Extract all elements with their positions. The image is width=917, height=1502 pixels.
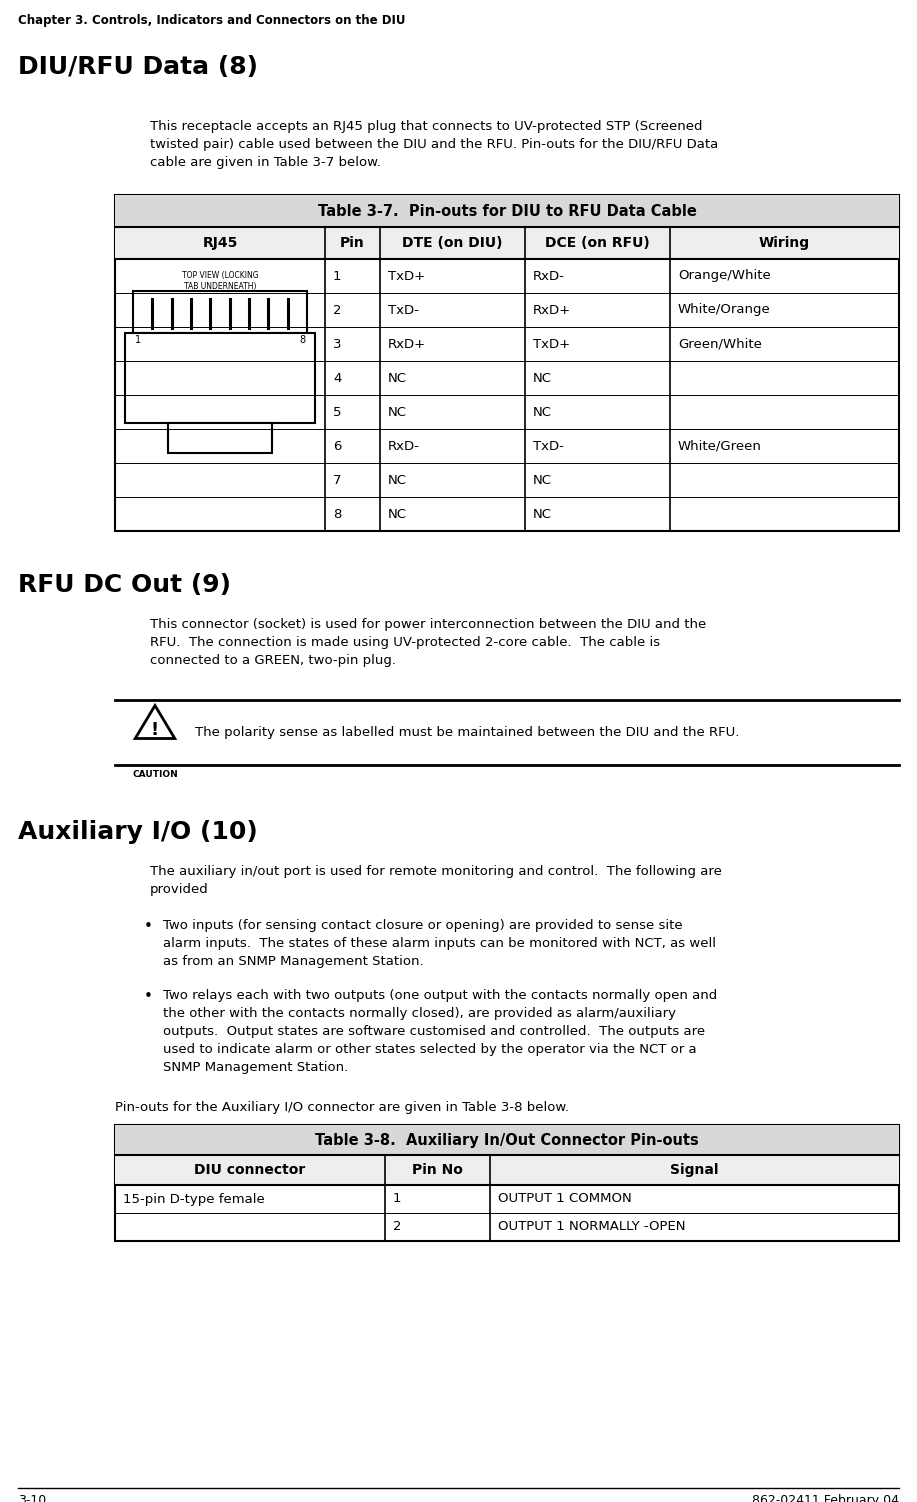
Text: NC: NC	[388, 473, 407, 487]
Text: This receptacle accepts an RJ45 plug that connects to UV-protected STP (Screened: This receptacle accepts an RJ45 plug tha…	[150, 120, 702, 134]
Text: TxD-: TxD-	[388, 303, 419, 317]
Text: 862-02411 February 04: 862-02411 February 04	[752, 1494, 899, 1502]
Text: RFU.  The connection is made using UV-protected 2-core cable.  The cable is: RFU. The connection is made using UV-pro…	[150, 635, 660, 649]
Text: 4: 4	[333, 371, 341, 385]
Text: Two relays each with two outputs (one output with the contacts normally open and: Two relays each with two outputs (one ou…	[163, 988, 717, 1002]
Bar	[115, 195, 899, 532]
Text: 1: 1	[333, 269, 341, 282]
Bar	[115, 195, 899, 227]
Text: Pin: Pin	[340, 236, 365, 249]
Text: DCE (on RFU): DCE (on RFU)	[545, 236, 650, 249]
Text: This connector (socket) is used for power interconnection between the DIU and th: This connector (socket) is used for powe…	[150, 617, 706, 631]
Text: NC: NC	[388, 371, 407, 385]
Text: Table 3-7.  Pin-outs for DIU to RFU Data Cable: Table 3-7. Pin-outs for DIU to RFU Data …	[317, 203, 696, 218]
Text: RxD-: RxD-	[388, 440, 420, 452]
Text: alarm inputs.  The states of these alarm inputs can be monitored with NCT, as we: alarm inputs. The states of these alarm …	[163, 937, 716, 949]
Text: provided: provided	[150, 883, 209, 897]
Text: RxD+: RxD+	[533, 303, 571, 317]
Text: 7: 7	[333, 473, 341, 487]
Text: DTE (on DIU): DTE (on DIU)	[403, 236, 503, 249]
Text: CAUTION: CAUTION	[132, 771, 178, 780]
Text: 6: 6	[333, 440, 341, 452]
Bar	[115, 1125, 899, 1155]
Text: •: •	[144, 988, 152, 1003]
Bar	[168, 424, 272, 454]
Text: !: !	[151, 721, 159, 739]
Text: DIU/RFU Data (8): DIU/RFU Data (8)	[18, 56, 258, 80]
Polygon shape	[135, 706, 175, 739]
Text: White/Green: White/Green	[678, 440, 762, 452]
Text: 5: 5	[333, 406, 341, 419]
Text: 1: 1	[135, 335, 141, 345]
Text: OUTPUT 1 NORMALLY -OPEN: OUTPUT 1 NORMALLY -OPEN	[498, 1221, 686, 1233]
Text: 3-10: 3-10	[18, 1494, 46, 1502]
Text: SNMP Management Station.: SNMP Management Station.	[163, 1060, 348, 1074]
Text: RJ45: RJ45	[203, 236, 238, 249]
Text: TxD+: TxD+	[533, 338, 570, 350]
Text: Signal: Signal	[670, 1163, 719, 1178]
Bar	[115, 1125, 899, 1241]
Text: 8: 8	[299, 335, 305, 345]
Text: Pin No: Pin No	[412, 1163, 463, 1178]
Text: RxD+: RxD+	[388, 338, 426, 350]
Bar	[115, 227, 899, 258]
Text: RxD-: RxD-	[533, 269, 565, 282]
Text: NC: NC	[388, 406, 407, 419]
Text: connected to a GREEN, two-pin plug.: connected to a GREEN, two-pin plug.	[150, 653, 396, 667]
Bar	[125, 333, 315, 424]
Text: Pin-outs for the Auxiliary I/O connector are given in Table 3-8 below.: Pin-outs for the Auxiliary I/O connector…	[115, 1101, 569, 1114]
Text: used to indicate alarm or other states selected by the operator via the NCT or a: used to indicate alarm or other states s…	[163, 1042, 697, 1056]
Text: twisted pair) cable used between the DIU and the RFU. Pin-outs for the DIU/RFU D: twisted pair) cable used between the DIU…	[150, 138, 718, 152]
Text: Auxiliary I/O (10): Auxiliary I/O (10)	[18, 820, 258, 844]
Text: NC: NC	[388, 508, 407, 521]
Text: RFU DC Out (9): RFU DC Out (9)	[18, 572, 231, 596]
Text: TxD-: TxD-	[533, 440, 564, 452]
Text: 1: 1	[393, 1193, 402, 1206]
Text: NC: NC	[533, 406, 552, 419]
Text: 8: 8	[333, 508, 341, 521]
Text: The auxiliary in/out port is used for remote monitoring and control.  The follow: The auxiliary in/out port is used for re…	[150, 865, 722, 879]
Text: TOP VIEW (LOCKING
TAB UNDERNEATH): TOP VIEW (LOCKING TAB UNDERNEATH)	[182, 270, 259, 291]
Text: outputs.  Output states are software customised and controlled.  The outputs are: outputs. Output states are software cust…	[163, 1024, 705, 1038]
Bar	[115, 1155, 899, 1185]
Text: Wiring: Wiring	[759, 236, 810, 249]
Text: 2: 2	[393, 1221, 402, 1233]
Text: NC: NC	[533, 508, 552, 521]
Text: Two inputs (for sensing contact closure or opening) are provided to sense site: Two inputs (for sensing contact closure …	[163, 919, 682, 933]
Text: OUTPUT 1 COMMON: OUTPUT 1 COMMON	[498, 1193, 632, 1206]
Text: Green/White: Green/White	[678, 338, 762, 350]
Text: cable are given in Table 3-7 below.: cable are given in Table 3-7 below.	[150, 156, 381, 170]
Text: 15-pin D-type female: 15-pin D-type female	[123, 1193, 265, 1206]
Text: 2: 2	[333, 303, 341, 317]
Text: Orange/White: Orange/White	[678, 269, 771, 282]
Text: as from an SNMP Management Station.: as from an SNMP Management Station.	[163, 955, 424, 967]
Text: NC: NC	[533, 371, 552, 385]
Text: 3: 3	[333, 338, 341, 350]
Text: NC: NC	[533, 473, 552, 487]
Text: TxD+: TxD+	[388, 269, 425, 282]
Bar	[133, 291, 307, 333]
Text: The polarity sense as labelled must be maintained between the DIU and the RFU.: The polarity sense as labelled must be m…	[195, 725, 739, 739]
Text: White/Orange: White/Orange	[678, 303, 771, 317]
Text: Chapter 3. Controls, Indicators and Connectors on the DIU: Chapter 3. Controls, Indicators and Conn…	[18, 14, 405, 27]
Text: DIU connector: DIU connector	[194, 1163, 305, 1178]
Text: the other with the contacts normally closed), are provided as alarm/auxiliary: the other with the contacts normally clo…	[163, 1006, 676, 1020]
Text: Table 3-8.  Auxiliary In/Out Connector Pin-outs: Table 3-8. Auxiliary In/Out Connector Pi…	[315, 1133, 699, 1148]
Text: •: •	[144, 919, 152, 934]
